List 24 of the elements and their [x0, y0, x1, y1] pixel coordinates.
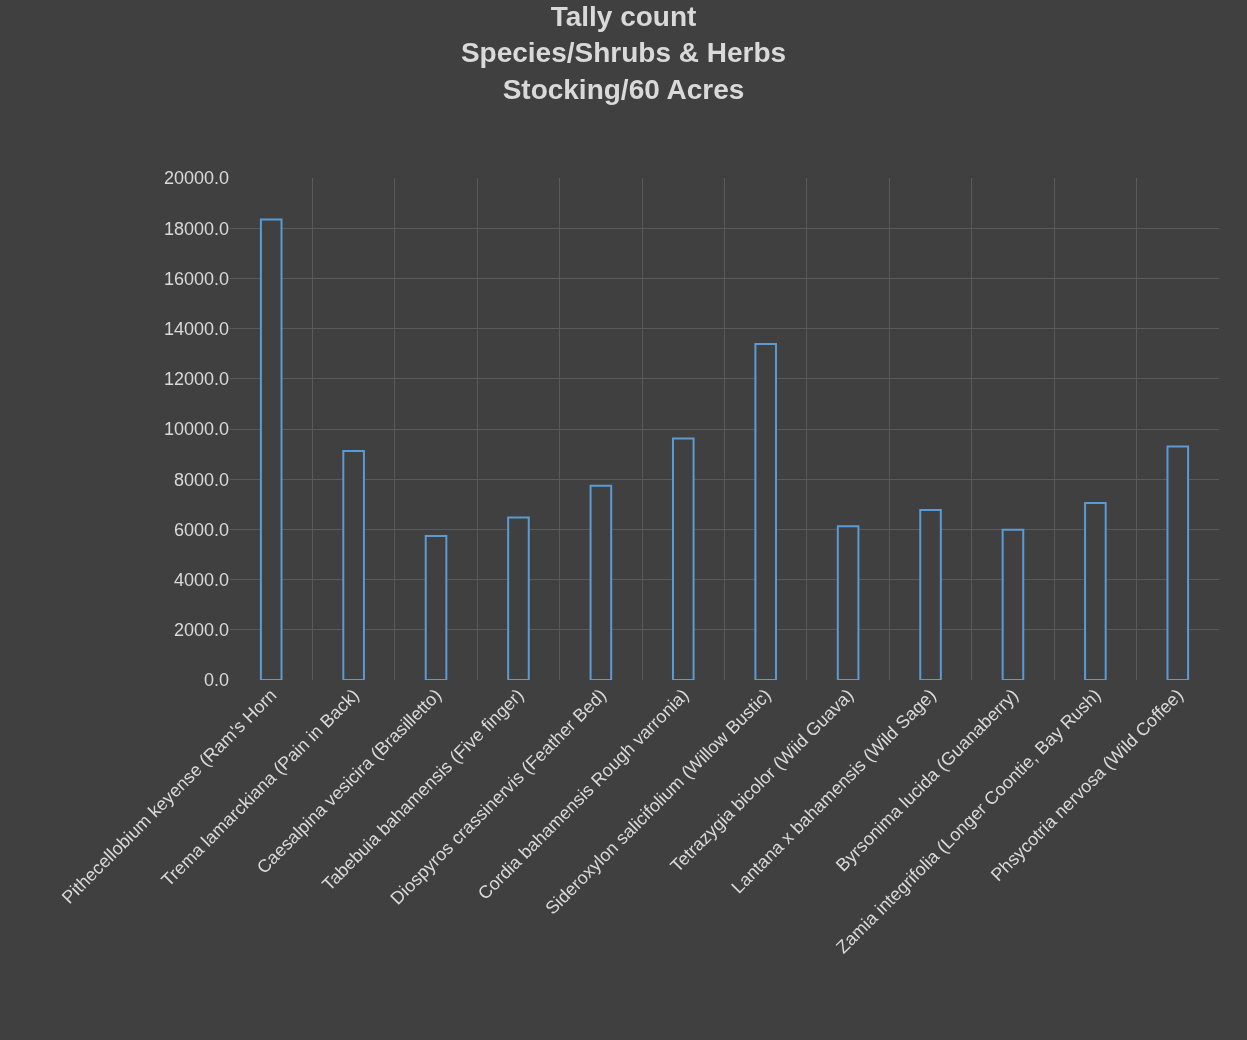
y-tick-label: 8000.0 [173, 469, 229, 490]
y-tick-label: 4000.0 [173, 569, 229, 590]
bar [424, 534, 448, 680]
bar [1001, 528, 1025, 680]
bar [754, 342, 778, 680]
y-tick-label: 20000.0 [163, 168, 229, 189]
bar [507, 516, 530, 680]
y-tick-label: 0.0 [203, 670, 229, 691]
y-tick-label: 6000.0 [173, 519, 229, 540]
y-tick-label: 16000.0 [163, 268, 229, 289]
bar [836, 525, 860, 680]
y-tick-label: 14000.0 [163, 318, 229, 339]
bar [342, 450, 365, 680]
chart-title: Tally count Species/Shrubs & Herbs Stocking/60 Acres [460, 1, 787, 105]
bar [1084, 502, 1107, 680]
bar [919, 509, 942, 680]
bar [259, 218, 283, 680]
bar [671, 437, 695, 680]
y-tick-label: 10000.0 [163, 419, 229, 440]
y-tick-label: 18000.0 [163, 218, 229, 239]
bar [589, 484, 613, 680]
bar [1166, 445, 1190, 680]
y-tick-label: 2000.0 [173, 620, 229, 641]
y-tick-label: 12000.0 [163, 369, 229, 390]
